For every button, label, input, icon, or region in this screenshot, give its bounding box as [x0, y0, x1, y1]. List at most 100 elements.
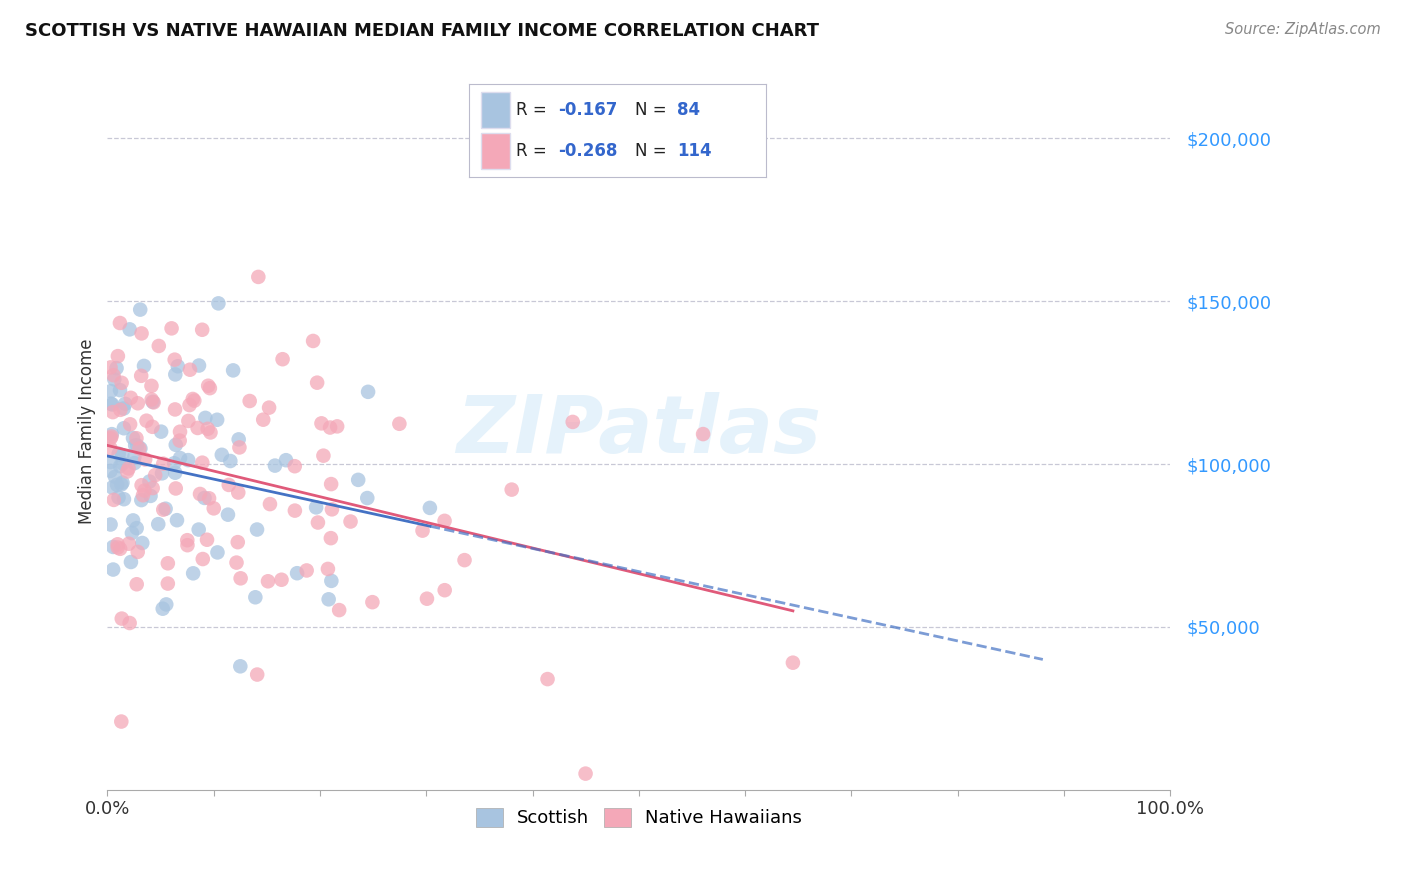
Point [284, 503, 307, 517]
Point [321, 502, 343, 516]
Point [129, 302, 152, 317]
Point [321, 574, 343, 588]
Legend: Scottish, Native Hawaiians: Scottish, Native Hawaiians [468, 801, 810, 835]
Point [163, 402, 186, 417]
Point [181, 566, 204, 581]
Point [191, 323, 214, 337]
Point [110, 714, 132, 729]
Point [307, 516, 329, 530]
Point [211, 448, 233, 462]
Point [197, 378, 219, 392]
Point [239, 394, 262, 409]
Point [107, 491, 129, 505]
Point [125, 521, 148, 535]
Point [165, 438, 187, 452]
Point [165, 368, 187, 382]
Point [302, 334, 325, 348]
Point [100, 442, 122, 456]
Point [347, 473, 370, 487]
Point [264, 458, 287, 473]
Point [150, 467, 173, 481]
Point [319, 420, 342, 434]
Point [128, 442, 150, 456]
Point [134, 483, 156, 498]
Point [191, 552, 214, 566]
Point [177, 453, 200, 467]
Point [100, 397, 122, 411]
Point [111, 448, 134, 462]
Point [156, 556, 179, 570]
Point [311, 417, 333, 431]
Point [129, 368, 152, 383]
Point [228, 433, 250, 447]
Point [318, 592, 340, 607]
Point [257, 574, 280, 589]
Point [103, 368, 125, 383]
Point [247, 269, 270, 284]
Point [134, 452, 156, 467]
Point [176, 533, 198, 548]
Point [179, 362, 201, 376]
Point [207, 545, 229, 559]
Point [100, 360, 122, 375]
Point [419, 500, 441, 515]
Point [246, 523, 269, 537]
Point [270, 573, 292, 587]
Point [100, 517, 122, 532]
Point [114, 397, 136, 411]
Point [105, 478, 128, 492]
Point [339, 515, 361, 529]
Point [105, 361, 128, 376]
Point [124, 456, 146, 470]
Point [319, 531, 342, 545]
Point [197, 422, 219, 436]
Point [228, 441, 250, 455]
Point [194, 410, 217, 425]
Point [188, 359, 211, 373]
Text: Source: ZipAtlas.com: Source: ZipAtlas.com [1225, 22, 1381, 37]
Point [107, 537, 129, 551]
Point [388, 417, 411, 431]
Point [183, 393, 205, 408]
Point [118, 615, 141, 630]
Text: SCOTTISH VS NATIVE HAWAIIAN MEDIAN FAMILY INCOME CORRELATION CHART: SCOTTISH VS NATIVE HAWAIIAN MEDIAN FAMIL… [25, 22, 820, 40]
Point [229, 659, 252, 673]
Point [177, 414, 200, 428]
Point [274, 453, 297, 467]
Point [111, 612, 134, 626]
Point [110, 376, 132, 390]
Point [226, 535, 249, 549]
Point [305, 500, 328, 515]
Point [163, 352, 186, 367]
Point [316, 562, 339, 576]
Point [111, 475, 134, 490]
Point [100, 384, 122, 398]
Point [312, 449, 335, 463]
Point [107, 541, 129, 555]
Point [188, 487, 211, 501]
Point [101, 427, 124, 442]
Point [166, 513, 188, 527]
Point [205, 413, 228, 427]
Point [357, 384, 380, 399]
Point [187, 523, 209, 537]
Point [152, 457, 174, 471]
Point [103, 492, 125, 507]
Point [150, 425, 173, 439]
Point [129, 442, 152, 456]
Point [120, 391, 142, 405]
Point [131, 326, 153, 341]
Point [163, 456, 186, 470]
Point [433, 514, 456, 528]
Point [122, 513, 145, 527]
Point [152, 502, 174, 516]
Point [127, 439, 149, 453]
Point [100, 431, 122, 445]
Point [169, 425, 191, 439]
Point [169, 450, 191, 465]
Point [191, 456, 214, 470]
Point [108, 459, 131, 474]
Point [198, 381, 221, 395]
Point [295, 564, 318, 578]
Point [326, 419, 349, 434]
